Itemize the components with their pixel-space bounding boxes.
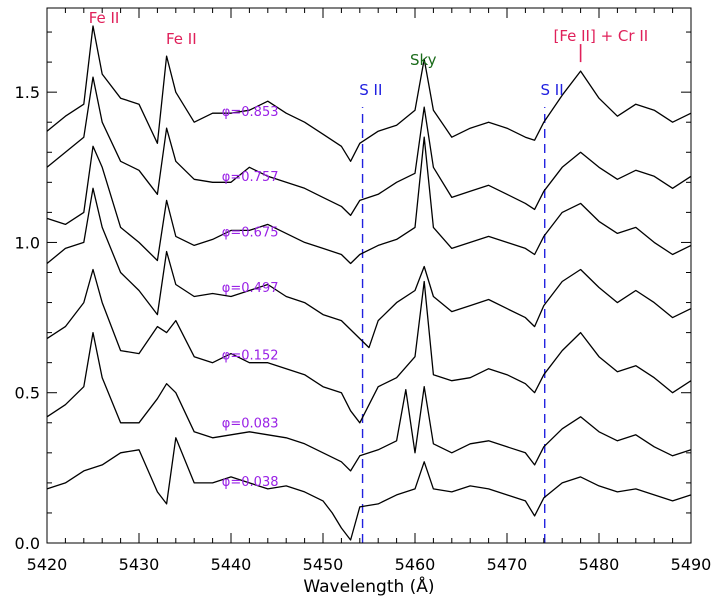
spectrum-line-3 (46, 136, 692, 265)
spectrum-line-7 (46, 437, 692, 541)
x-tick-label: 5440 (211, 555, 252, 574)
line-id-label: Fe II (89, 9, 120, 27)
x-tick-label: 5490 (671, 555, 712, 574)
axes: 5420 5430 5440 5450 5460 5470 5480 5490 0.0 0.5 1.… (15, 7, 712, 574)
spectrum-line-2 (46, 76, 692, 217)
x-axis-label: Wavelength (Å) (303, 575, 434, 597)
y-tick-label: 0.5 (15, 384, 40, 403)
phase-label: φ=0.675 (222, 225, 279, 240)
plot-frame (46, 7, 692, 544)
phase-label: φ=0.497 (222, 281, 279, 296)
x-tick-label: 5450 (303, 555, 344, 574)
line-id-label: S II (541, 81, 564, 99)
y-tick-label: 1.5 (15, 83, 40, 102)
x-tick-label: 5470 (487, 555, 528, 574)
line-id-label: [Fe II] + Cr II (553, 27, 648, 45)
y-tick-label: 1.0 (15, 233, 40, 252)
phase-label: φ=0.038 (222, 475, 279, 490)
spectrum-line-5 (46, 268, 692, 424)
y-tick-label: 0.0 (15, 534, 40, 553)
x-tick-label: 5430 (119, 555, 160, 574)
spectrum-line-1 (46, 25, 692, 162)
x-tick-label: 5420 (27, 555, 68, 574)
spectrum-line-6 (46, 331, 692, 472)
phase-label: φ=0.083 (222, 416, 279, 431)
line-id-label: Sky (410, 51, 437, 69)
phase-label: φ=0.853 (222, 105, 279, 120)
line-id-label: Fe II (166, 30, 197, 48)
line-id-label: S II (359, 81, 382, 99)
spectrum-line-4 (46, 187, 692, 349)
plot-area: φ=0.853 φ=0.757 φ=0.675 φ=0.497 φ=0.152 φ=0.0… (46, 9, 692, 543)
phase-label: φ=0.152 (222, 349, 279, 364)
phase-label: φ=0.757 (222, 170, 279, 185)
x-tick-label: 5460 (395, 555, 436, 574)
x-tick-label: 5480 (579, 555, 620, 574)
